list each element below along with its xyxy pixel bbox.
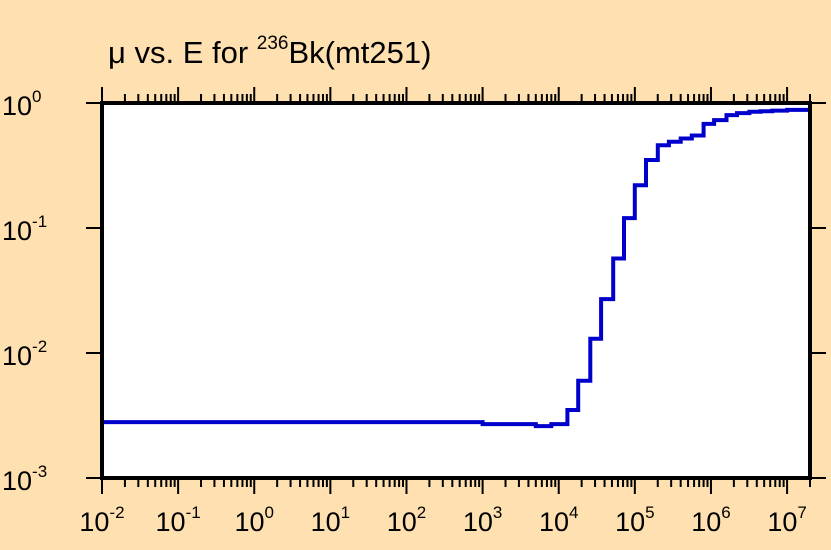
x-tick-label: 10-1 — [156, 503, 201, 537]
plot-frame — [100, 101, 812, 480]
y-tick-label: 10-1 — [2, 212, 47, 246]
x-tick-label: 105 — [615, 503, 655, 537]
x-tick-label-exponent: 1 — [341, 503, 350, 522]
y-tick-label-base: 10 — [2, 341, 32, 371]
y-tick-label-base: 10 — [2, 466, 32, 496]
chart-title-superscript: 236 — [257, 33, 289, 54]
x-tick-label-base: 10 — [79, 507, 109, 537]
x-tick-label-base: 10 — [234, 507, 264, 537]
x-tick-label-exponent: 2 — [417, 503, 426, 522]
x-tick-label-exponent: 4 — [569, 503, 578, 522]
tick-labels: 10-2 10-1 100 101 102 103 104 105 106 10710010-11… — [2, 87, 807, 537]
x-tick-label: 10-2 — [79, 503, 124, 537]
x-tick-label: 101 — [311, 503, 351, 537]
x-tick-label-base: 10 — [311, 507, 341, 537]
x-tick-label-base: 10 — [767, 507, 797, 537]
y-tick-label: 10-3 — [2, 462, 47, 496]
y-tick-label-exponent: 0 — [32, 87, 41, 106]
y-tick-label: 100 — [2, 87, 42, 121]
x-tick-label-base: 10 — [463, 507, 493, 537]
x-tick-label: 106 — [691, 503, 731, 537]
x-tick-label: 103 — [463, 503, 503, 537]
x-tick-label-exponent: 0 — [265, 503, 274, 522]
y-tick-label-base: 10 — [2, 91, 32, 121]
y-tick-label-base: 10 — [2, 216, 32, 246]
y-tick-label-exponent: -3 — [32, 462, 47, 481]
plot-area — [102, 103, 810, 478]
y-tick-label: 10-2 — [2, 337, 47, 371]
x-tick-label-exponent: -2 — [109, 503, 124, 522]
y-tick-label-exponent: -1 — [32, 212, 47, 231]
x-tick-label-base: 10 — [539, 507, 569, 537]
x-tick-label-exponent: 3 — [493, 503, 502, 522]
x-tick-label-base: 10 — [615, 507, 645, 537]
x-tick-label-exponent: 5 — [645, 503, 654, 522]
x-tick-label-base: 10 — [156, 507, 186, 537]
series-layer — [100, 107, 812, 478]
x-tick-label: 100 — [234, 503, 274, 537]
x-tick-label-exponent: 6 — [721, 503, 730, 522]
x-tick-label: 102 — [387, 503, 427, 537]
y-tick-label-exponent: -2 — [32, 337, 47, 356]
chart-title: μ vs. E for 236Bk(mt251) — [108, 33, 431, 70]
x-tick-label-base: 10 — [691, 507, 721, 537]
x-tick-label: 107 — [767, 503, 807, 537]
x-tick-label-exponent: 7 — [797, 503, 806, 522]
x-tick-label: 104 — [539, 503, 579, 537]
series-line — [100, 107, 812, 478]
chart-title-prefix: μ vs. E for — [108, 35, 257, 70]
chart-title-suffix: Bk(mt251) — [288, 35, 431, 70]
x-tick-label-base: 10 — [387, 507, 417, 537]
x-tick-label-exponent: -1 — [186, 503, 201, 522]
